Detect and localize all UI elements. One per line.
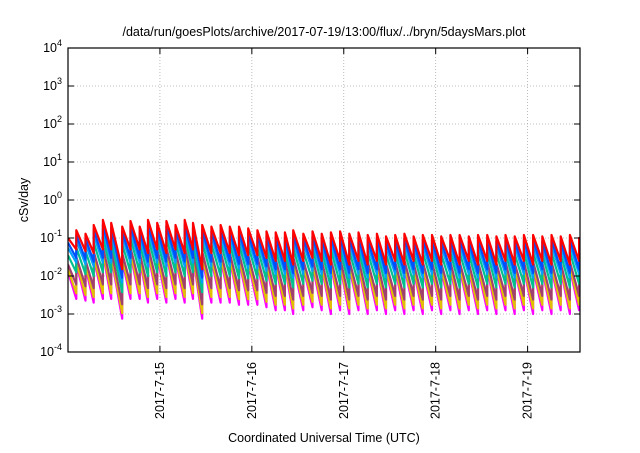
series-line-brown [68,245,580,306]
y-tick-label: 10-3 [40,304,62,321]
y-tick-label: 104 [43,38,62,55]
x-tick-label: 2017-7-17 [337,362,351,419]
chart-title: /data/run/goesPlots/archive/2017-07-19/1… [122,25,526,39]
y-tick-label: 10-2 [40,266,62,283]
grid [68,48,580,352]
plot-border [67,47,581,353]
x-tick-label: 2017-7-15 [153,362,167,419]
series-group [68,218,580,320]
series-line-teal [68,236,580,294]
x-axis-label: Coordinated Universal Time (UTC) [228,431,420,445]
axes: 104 103 102 101 100 10-1 10-2 10-3 10-4 2017-7-15… [40,38,581,419]
y-axis-label: cSv/day [17,177,31,222]
y-tick-label: 102 [43,114,62,131]
y-tick-label: 10-4 [40,342,62,359]
x-tick-label: 2017-7-19 [521,362,535,419]
series-line-red [68,218,580,271]
x-tick-label: 2017-7-18 [429,362,443,419]
y-tick-label: 100 [43,190,62,207]
y-tick-label: 101 [43,152,62,169]
y-tick-label: 103 [43,76,62,93]
series-line-light-blue [68,228,580,284]
x-tick-label: 2017-7-16 [245,362,259,419]
series-line-blue [68,223,580,279]
y-tick-label: 10-1 [40,228,62,245]
series-line-yellow [68,250,580,315]
